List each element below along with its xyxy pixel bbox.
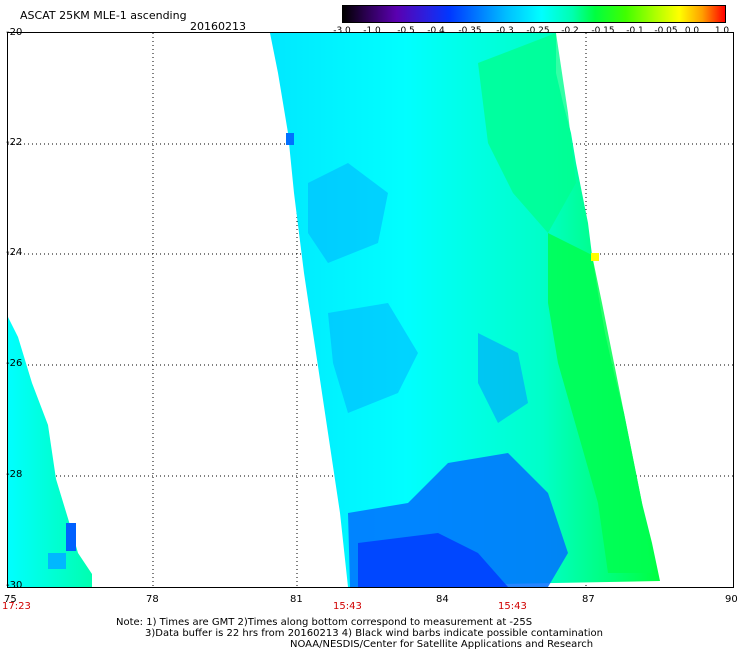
colorbar-label: 1.0 bbox=[714, 26, 730, 36]
green-region bbox=[478, 33, 576, 233]
lat-label: -28 bbox=[6, 469, 23, 480]
colorbar bbox=[342, 5, 726, 23]
lat-label: -24 bbox=[6, 247, 23, 258]
colorbar-label: -0.3 bbox=[496, 26, 514, 36]
note-line-2: 3)Data buffer is 22 hrs from 20160213 4)… bbox=[145, 628, 603, 639]
lon-label: 75 bbox=[4, 594, 17, 605]
lon-label: 81 bbox=[290, 594, 303, 605]
chart-title: ASCAT 25KM MLE-1 ascending bbox=[20, 9, 187, 22]
colorbar-label: -0.4 bbox=[427, 26, 445, 36]
colorbar-label: -0.15 bbox=[591, 26, 615, 36]
lon-label: 90 bbox=[725, 594, 738, 605]
lon-label: 78 bbox=[146, 594, 159, 605]
colorbar-label: -0.05 bbox=[654, 26, 678, 36]
lon-label: 84 bbox=[436, 594, 449, 605]
colorbar-label: -3.0 bbox=[333, 26, 351, 36]
colorbar-label: -0.25 bbox=[526, 26, 550, 36]
note-line-1: Note: 1) Times are GMT 2)Times along bot… bbox=[116, 617, 533, 628]
colorbar-label: 0.0 bbox=[684, 26, 700, 36]
lat-label: -22 bbox=[6, 137, 23, 148]
colorbar-labels: -3.0 -1.0 -0.5 -0.4 -0.35 -0.3 -0.25 -0.… bbox=[330, 26, 730, 38]
left-swath-blue-patch bbox=[66, 523, 76, 551]
time-label: 17:23 bbox=[2, 601, 31, 612]
lat-label: -20 bbox=[6, 27, 23, 38]
left-swath-blue-patch bbox=[48, 553, 66, 569]
lon-label: 87 bbox=[582, 594, 595, 605]
time-label: 15:43 bbox=[498, 601, 527, 612]
blue-region bbox=[308, 163, 388, 263]
deep-blue-region bbox=[358, 533, 508, 587]
blue-region bbox=[328, 303, 418, 413]
map-svg bbox=[8, 33, 733, 587]
colorbar-label: -0.5 bbox=[397, 26, 415, 36]
map-plot bbox=[7, 32, 734, 588]
green-region bbox=[548, 233, 652, 573]
blue-pixel bbox=[286, 133, 294, 145]
colorbar-label: -0.1 bbox=[626, 26, 644, 36]
time-label: 15:43 bbox=[333, 601, 362, 612]
colorbar-label: -1.0 bbox=[363, 26, 381, 36]
colorbar-label: -0.2 bbox=[561, 26, 579, 36]
yellow-pixel bbox=[591, 253, 599, 261]
colorbar-label: -0.35 bbox=[458, 26, 482, 36]
lat-label: -30 bbox=[6, 580, 23, 591]
note-line-3: NOAA/NESDIS/Center for Satellite Applica… bbox=[290, 639, 594, 650]
chart-date: 20160213 bbox=[190, 20, 246, 33]
lat-label: -26 bbox=[6, 358, 23, 369]
blue-region bbox=[478, 333, 528, 423]
left-swath bbox=[8, 317, 92, 587]
